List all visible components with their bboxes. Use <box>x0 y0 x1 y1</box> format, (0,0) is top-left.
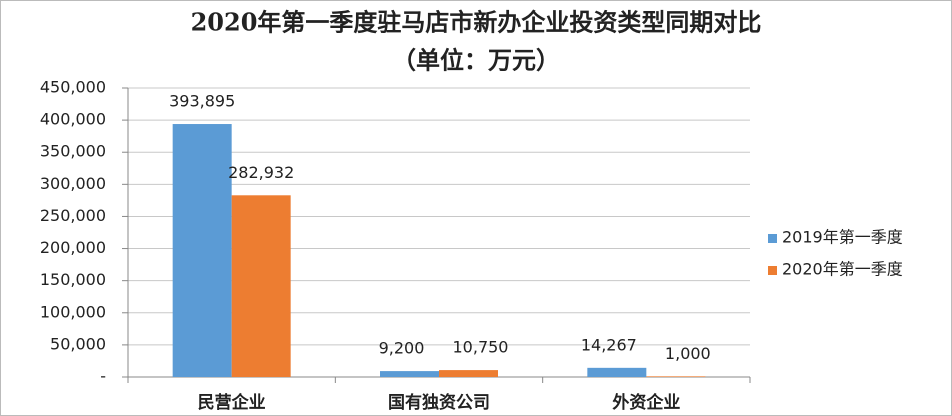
value-label: 14,267 <box>581 335 637 354</box>
y-tick-label: 100,000 <box>40 302 106 321</box>
bar <box>172 124 232 377</box>
chart-subtitle: （单位：万元） <box>392 46 560 75</box>
bar <box>587 367 647 377</box>
bar <box>231 195 291 377</box>
y-tick-label: 50,000 <box>50 334 106 353</box>
value-label: 393,895 <box>169 92 235 111</box>
value-label: 9,200 <box>379 339 425 358</box>
y-tick-label: - <box>100 367 106 386</box>
legend-swatch <box>768 234 777 243</box>
chart-title: 2020年第一季度驻马店市新办企业投资类型同期对比 <box>191 8 762 37</box>
x-tick-label: 外资企业 <box>612 392 680 413</box>
bar <box>646 376 706 377</box>
y-tick-label: 450,000 <box>40 78 106 97</box>
y-tick-label: 300,000 <box>40 174 106 193</box>
y-tick-label: 400,000 <box>40 110 106 129</box>
legend-label: 2020年第一季度 <box>782 260 903 279</box>
legend-swatch <box>768 266 777 275</box>
bar <box>380 371 439 377</box>
x-tick-label: 国有独资公司 <box>388 392 490 413</box>
value-label: 282,932 <box>228 163 294 182</box>
legend-label: 2019年第一季度 <box>782 228 903 247</box>
y-tick-label: 150,000 <box>40 270 106 289</box>
value-label: 10,750 <box>453 338 509 357</box>
x-tick-label: 民营企业 <box>198 392 266 413</box>
y-tick-label: 350,000 <box>40 142 106 161</box>
y-tick-label: 250,000 <box>40 206 106 225</box>
y-tick-label: 200,000 <box>40 238 106 257</box>
bar <box>439 370 498 377</box>
value-label: 1,000 <box>665 344 711 363</box>
